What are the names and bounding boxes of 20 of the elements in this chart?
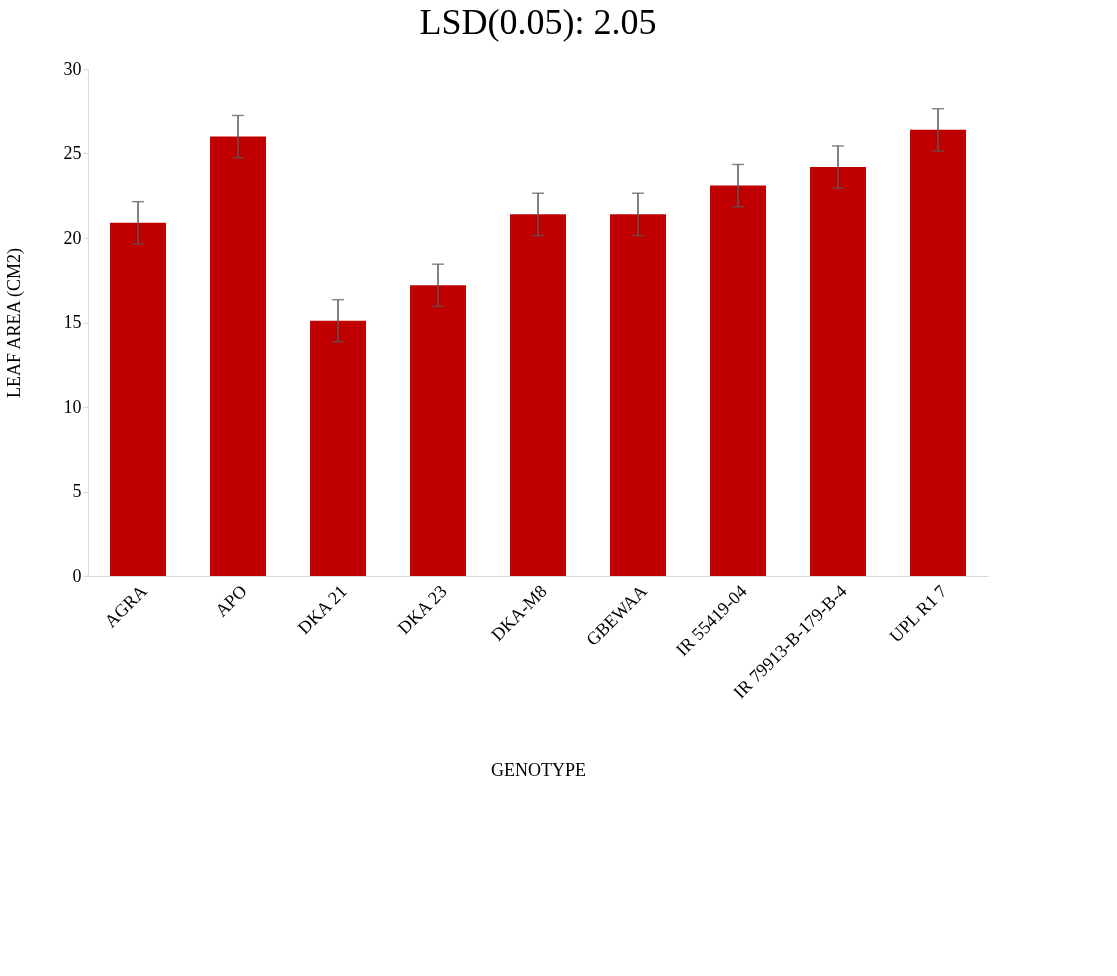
x-tick-label: UPL R1 7: [885, 581, 951, 647]
y-tick-label: 10: [63, 396, 82, 417]
y-axis-title: LEAF AREA (CM2): [3, 247, 25, 399]
bar: [410, 285, 466, 576]
bar: [510, 214, 566, 576]
y-tick-label: 0: [72, 565, 82, 586]
bar: [610, 214, 666, 576]
x-axis-title: GENOTYPE: [491, 760, 586, 781]
bar: [910, 129, 966, 576]
y-tick-label: 30: [63, 58, 82, 79]
y-tick-label: 15: [63, 312, 82, 332]
chart-title: LSD(0.05): 2.05: [419, 2, 657, 42]
bar: [110, 222, 166, 576]
bar: [810, 167, 866, 576]
bar: [210, 136, 266, 576]
bar: [310, 320, 366, 576]
bar: [710, 185, 766, 576]
y-tick-label: 20: [63, 227, 82, 248]
y-tick-label: 25: [63, 143, 82, 163]
y-tick-label: 5: [72, 481, 82, 501]
